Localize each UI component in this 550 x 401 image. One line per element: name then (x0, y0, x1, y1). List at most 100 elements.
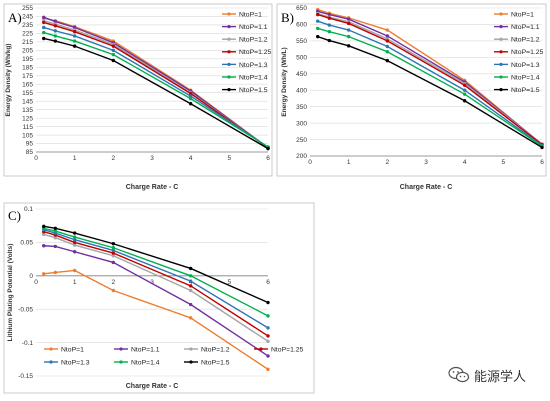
y-tick-label: 600 (296, 22, 307, 29)
legend-label: NtoP=1.2 (511, 37, 540, 44)
data-point (53, 244, 58, 249)
legend-label: NtoP=1.1 (239, 24, 268, 31)
data-point (385, 34, 390, 38)
data-point (188, 102, 193, 106)
x-tick-label: 0 (34, 279, 38, 286)
data-point (53, 29, 58, 33)
data-point (53, 24, 58, 28)
legend-marker (227, 37, 231, 41)
series-line-NtoP=1.25 (43, 231, 269, 337)
data-point (316, 19, 320, 23)
y-tick-label: 250 (296, 137, 307, 144)
y-tick-label: -0.1 (22, 340, 34, 347)
y-tick-label: 95 (26, 141, 34, 148)
data-point (266, 300, 270, 305)
data-point (266, 339, 270, 343)
data-point (346, 17, 351, 21)
y-tick-label: 255 (22, 5, 33, 12)
data-point (42, 25, 46, 30)
y-tick-label: -0.15 (18, 373, 33, 380)
chart-panel-0: 8595105115125135145155165175185195205215… (3, 3, 273, 191)
legend-label: NtoP=1.25 (239, 49, 272, 56)
x-axis-label: Charge Rate - C (126, 383, 179, 390)
y-tick-label: 175 (22, 73, 33, 80)
data-point (111, 288, 116, 293)
legend-label: NtoP=1.1 (131, 346, 160, 353)
x-axis-label: Charge Rate - C (126, 184, 179, 191)
data-point (346, 28, 351, 32)
panel-label: C) (8, 208, 21, 223)
data-point (327, 16, 332, 20)
data-point (188, 302, 193, 307)
data-point (42, 232, 46, 237)
series-line-NtoP=1.3 (43, 229, 269, 329)
data-point (42, 20, 46, 25)
data-point (346, 44, 351, 48)
data-point (53, 236, 58, 240)
y-tick-label: 135 (22, 107, 33, 114)
legend-label: NtoP=1 (61, 346, 84, 353)
x-tick-label: 3 (424, 159, 428, 166)
data-point (327, 29, 332, 34)
legend-marker (259, 347, 263, 351)
legend-label: NtoP=1.5 (201, 359, 230, 366)
x-tick-label: 5 (502, 159, 506, 166)
legend-marker (499, 12, 503, 16)
data-point (72, 231, 77, 235)
legend-label: NtoP=1.4 (239, 74, 268, 81)
legend-marker (227, 88, 231, 92)
data-point (111, 246, 116, 250)
data-point (111, 251, 116, 255)
data-point (111, 58, 116, 63)
y-tick-label: 350 (296, 104, 307, 111)
chart-panel-1: 200 250 300 350 400 450 500 550 600 650 0 1 2 3 4 5 6 Cha… (276, 3, 547, 191)
series-line-NtoP=1.25 (317, 13, 543, 146)
y-tick-label: 300 (296, 120, 307, 127)
legend-marker (499, 50, 503, 54)
y-tick-label: 245 (22, 14, 33, 21)
series-line-NtoP=1.5 (43, 225, 269, 304)
series-line-NtoP=1.1 (43, 245, 269, 357)
data-point (72, 44, 77, 48)
data-point (111, 254, 116, 258)
data-point (53, 226, 58, 231)
legend-label: NtoP=1.2 (201, 346, 230, 353)
legend-label: NtoP=1.4 (131, 359, 160, 366)
data-point (72, 243, 77, 247)
data-point (42, 244, 46, 248)
data-point (42, 30, 46, 35)
y-tick-label: 650 (296, 5, 307, 12)
y-tick-label: 0.1 (24, 206, 33, 213)
legend-marker (49, 347, 53, 351)
y-tick-label: 115 (23, 124, 34, 131)
legend: NtoP=1 NtoP=1.1 NtoP=1.2 NtoP=1.25 NtoP=1.3 N… (222, 11, 272, 94)
data-point (266, 314, 270, 318)
legend-marker (189, 360, 193, 364)
data-point (316, 12, 320, 17)
data-point (188, 279, 193, 283)
panel-label: A) (8, 10, 22, 25)
data-point (188, 94, 193, 98)
data-point (72, 250, 77, 254)
data-point (266, 367, 270, 372)
x-tick-label: 2 (386, 159, 390, 166)
x-tick-label: 6 (540, 159, 544, 166)
y-tick-label: 205 (22, 48, 33, 55)
data-point (462, 83, 467, 87)
series-line-NtoP=1.25 (43, 21, 269, 149)
legend-marker (49, 360, 53, 364)
data-point (188, 91, 193, 96)
data-point (385, 50, 390, 54)
y-tick-label: -0.05 (18, 306, 33, 313)
y-tick-label: 215 (22, 39, 33, 46)
watermark-text: 能源学人 (474, 368, 527, 384)
data-point (72, 34, 77, 38)
series-line-NtoP=1 (43, 269, 269, 370)
y-axis-label: Energy Density (Wh/kg) (5, 44, 12, 117)
data-point (53, 270, 58, 275)
x-tick-label: 0 (308, 159, 312, 166)
legend-marker (499, 25, 503, 29)
legend-marker (227, 25, 231, 29)
legend-marker (119, 347, 123, 351)
